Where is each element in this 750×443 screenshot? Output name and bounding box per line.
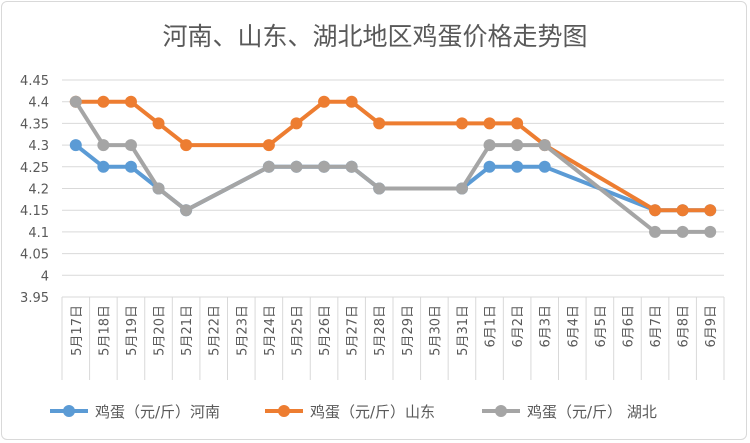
x-tick-label: 5月17日 [70, 305, 85, 356]
y-tick-label: 4.45 [20, 74, 49, 89]
legend-marker [495, 405, 507, 417]
data-point [69, 139, 82, 152]
data-point [97, 95, 110, 108]
data-point [704, 204, 717, 217]
data-point [262, 160, 275, 173]
y-tick-label: 4.15 [20, 204, 49, 219]
data-point [97, 160, 110, 173]
y-tick-label: 3.95 [20, 291, 49, 306]
data-point [483, 139, 496, 152]
x-tick-label: 5月23日 [235, 305, 250, 356]
x-tick-label: 5月25日 [290, 305, 305, 356]
data-point [180, 139, 193, 152]
data-point [483, 160, 496, 173]
legend-label: 鸡蛋（元/斤） 湖北 [527, 403, 657, 421]
legend-label: 鸡蛋（元/斤）山东 [310, 403, 435, 421]
x-tick-label: 5月28日 [373, 305, 388, 356]
data-point [649, 204, 662, 217]
data-point [124, 95, 137, 108]
data-point [290, 160, 303, 173]
data-point [455, 182, 468, 195]
legend-item: 鸡蛋（元/斤）河南 [50, 403, 220, 421]
data-point [511, 117, 524, 130]
legend-marker [278, 405, 290, 417]
y-tick-label: 4.4 [28, 96, 49, 111]
series-group [69, 95, 717, 238]
y-tick-label: 4.3 [28, 139, 49, 154]
x-axis: 5月17日 5月18日 5月19日 5月20日 5月21日 5月22日 5月23日 5月24日… [61, 296, 725, 380]
x-tick-label: 5月24日 [263, 305, 278, 356]
y-tick-label: 4.35 [20, 117, 49, 132]
data-point [373, 182, 386, 195]
y-tick-label: 4.25 [20, 161, 49, 176]
x-tick-label: 6月4日 [566, 305, 581, 348]
x-tick-label: 5月31日 [456, 305, 471, 356]
x-tick-label: 5月20日 [153, 305, 168, 356]
data-point [124, 160, 137, 173]
series-鸡蛋（元/斤） 湖北 [69, 95, 717, 238]
data-point [373, 117, 386, 130]
x-tick-label: 5月27日 [346, 305, 361, 356]
data-point [345, 95, 358, 108]
y-tick-label: 4.05 [20, 248, 49, 263]
data-point [97, 139, 110, 152]
x-tick-label: 5月18日 [97, 305, 112, 356]
data-point [290, 117, 303, 130]
legend-item: 鸡蛋（元/斤）山东 [265, 403, 435, 421]
data-point [124, 139, 137, 152]
x-tick-label: 6月8日 [677, 305, 692, 348]
data-point [511, 139, 524, 152]
data-point [483, 117, 496, 130]
legend-marker [63, 405, 75, 417]
x-tick-label: 6月2日 [511, 305, 526, 348]
data-point [676, 204, 689, 217]
legend: 鸡蛋（元/斤）河南 鸡蛋（元/斤）山东 鸡蛋（元/斤） 湖北 [50, 403, 657, 421]
x-tick-label: 5月29日 [401, 305, 416, 356]
data-point [318, 95, 331, 108]
data-point [511, 160, 524, 173]
x-tick-label: 6月1日 [484, 305, 499, 348]
data-point [152, 117, 165, 130]
data-point [69, 95, 82, 108]
x-tick-label: 5月22日 [208, 305, 223, 356]
x-tick-label: 5月19日 [125, 305, 140, 356]
x-tick-label: 5月26日 [318, 305, 333, 356]
x-tick-label: 6月9日 [704, 305, 719, 348]
data-point [649, 225, 662, 238]
y-axis: 3.95 4 4.05 4.1 4.15 4.2 4.25 4.3 4.35 4.4 4.45 [20, 74, 49, 306]
y-tick-label: 4.1 [28, 226, 49, 241]
data-point [676, 225, 689, 238]
x-tick-label: 6月5日 [594, 305, 609, 348]
y-tick-label: 4.2 [28, 183, 49, 198]
data-point [538, 160, 551, 173]
chart-title: 河南、山东、湖北地区鸡蛋价格走势图 [162, 22, 587, 51]
data-point [345, 160, 358, 173]
legend-item: 鸡蛋（元/斤） 湖北 [482, 403, 657, 421]
data-point [180, 204, 193, 217]
x-tick-label: 6月6日 [621, 305, 636, 348]
y-tick-label: 4 [41, 269, 49, 284]
x-tick-label: 5月30日 [428, 305, 443, 356]
data-point [455, 117, 468, 130]
x-tick-label: 6月3日 [539, 305, 554, 348]
x-tick-label: 6月7日 [649, 305, 664, 348]
data-point [538, 139, 551, 152]
data-point [704, 225, 717, 238]
data-point [152, 182, 165, 195]
data-point [262, 139, 275, 152]
data-point [318, 160, 331, 173]
x-tick-label: 5月21日 [180, 305, 195, 356]
legend-label: 鸡蛋（元/斤）河南 [95, 403, 220, 421]
